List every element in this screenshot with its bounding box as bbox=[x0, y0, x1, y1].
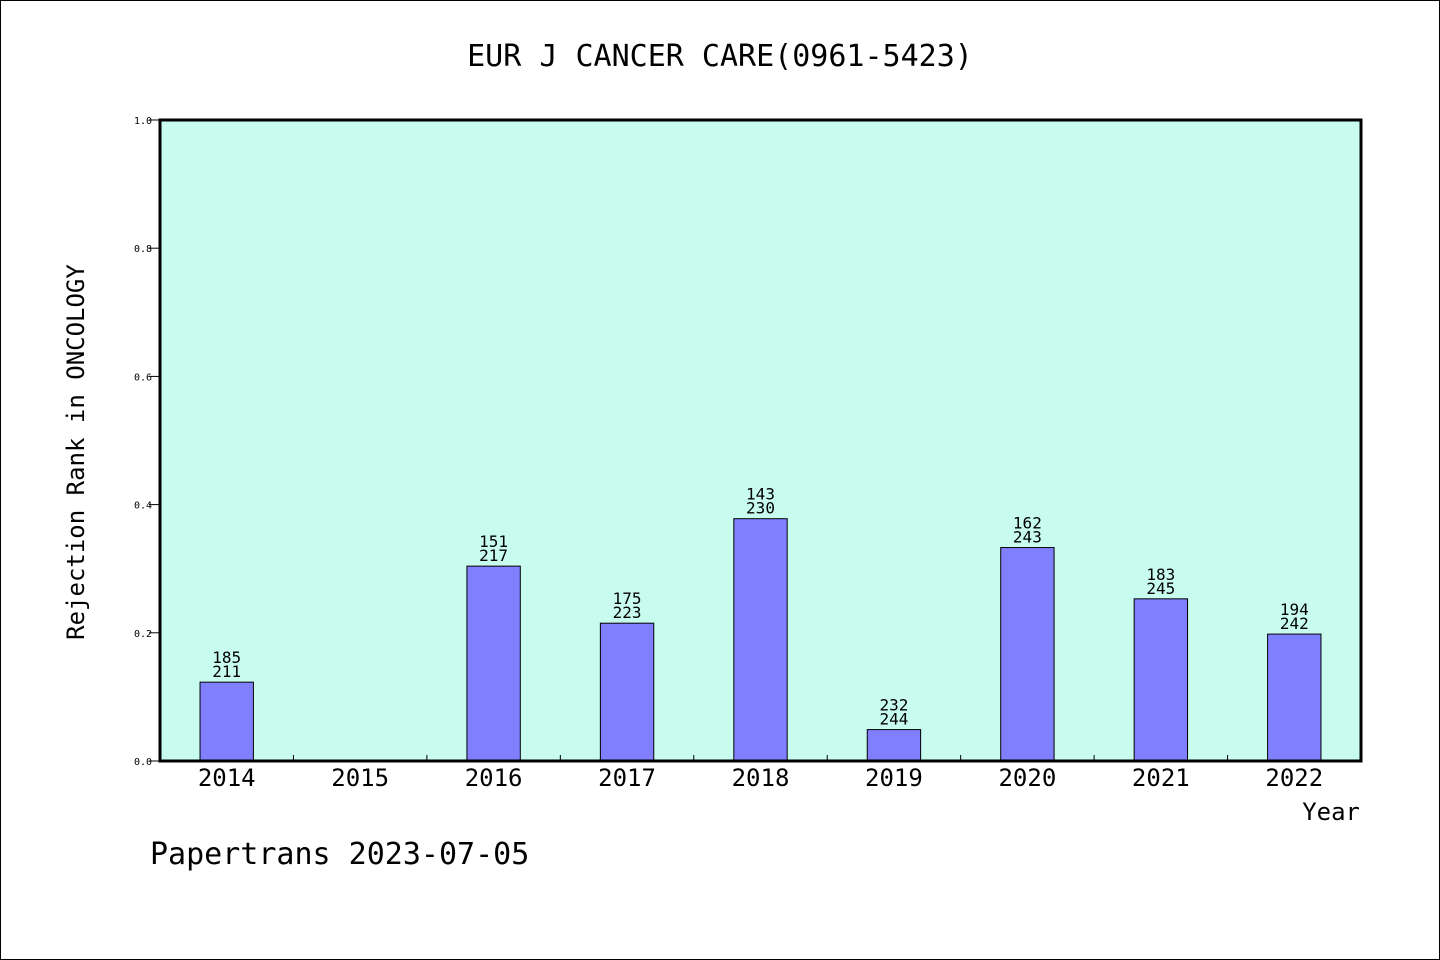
bar-total-label: 245 bbox=[1146, 579, 1175, 598]
x-axis-label: Year bbox=[1302, 798, 1360, 826]
bar-2014 bbox=[199, 681, 254, 762]
y-tick-label: 0.8 bbox=[134, 244, 152, 255]
x-tick-label: 2019 bbox=[865, 764, 923, 792]
bar-total-label: 217 bbox=[479, 546, 508, 565]
y-tick-label: 0.4 bbox=[134, 501, 152, 512]
bar-2017 bbox=[599, 622, 655, 762]
bar-rank-label: 143 bbox=[746, 485, 775, 504]
bar-2016 bbox=[466, 565, 521, 762]
bar-total-label: 242 bbox=[1280, 614, 1309, 633]
bar-total-label: 223 bbox=[613, 603, 642, 622]
bar-rank-label: 185 bbox=[212, 648, 241, 667]
y-tick-label: 1.0 bbox=[134, 116, 152, 127]
bars bbox=[199, 518, 1322, 762]
bar-2020 bbox=[1000, 547, 1055, 762]
bar-2019 bbox=[866, 729, 922, 762]
y-tick-label: 0.0 bbox=[134, 757, 152, 768]
bar-total-label: 244 bbox=[879, 710, 908, 729]
x-tick-label: 2021 bbox=[1132, 764, 1190, 792]
y-tick-label: 0.6 bbox=[134, 372, 152, 383]
bar-total-label: 230 bbox=[746, 499, 775, 518]
bar-rank-label: 183 bbox=[1146, 565, 1175, 584]
bar-2018 bbox=[733, 518, 788, 762]
bar-2022 bbox=[1267, 633, 1322, 762]
x-tick-label: 2022 bbox=[1265, 764, 1323, 792]
bar-rank-label: 151 bbox=[479, 532, 508, 551]
bar-rank-label: 232 bbox=[879, 696, 908, 715]
plot-border bbox=[158, 118, 1363, 763]
footer-text: Papertrans 2023-07-05 bbox=[150, 837, 529, 872]
x-tick-label: 2016 bbox=[465, 764, 523, 792]
y-axis-ticks: 0.0 0.2 0.4 0.6 0.8 1.0 bbox=[134, 116, 160, 768]
y-tick-label: 0.2 bbox=[134, 629, 152, 640]
bar-rank-label: 162 bbox=[1013, 514, 1042, 533]
bar-total-label: 243 bbox=[1013, 528, 1042, 547]
bar-rank-label: 175 bbox=[613, 589, 642, 608]
bar-rank-label: 194 bbox=[1280, 600, 1309, 619]
bar-total-label: 211 bbox=[212, 662, 241, 681]
chart-title: EUR J CANCER CARE(0961-5423) bbox=[467, 39, 973, 74]
x-tick-label: 2017 bbox=[598, 764, 656, 792]
x-tick-label: 2018 bbox=[732, 764, 790, 792]
y-axis-label: Rejection Rank in ONCOLOGY bbox=[62, 264, 90, 640]
x-tick-label: 2020 bbox=[998, 764, 1056, 792]
x-tick-label: 2015 bbox=[331, 764, 389, 792]
bar-2021 bbox=[1133, 598, 1189, 762]
x-axis-ticks: 2014 2015 2016 2017 2018 2019 2020 2021 2022 bbox=[198, 755, 1323, 792]
x-tick-label: 2014 bbox=[198, 764, 256, 792]
bar-labels: 1852111512171752231432302322441622431832… bbox=[212, 485, 1308, 729]
